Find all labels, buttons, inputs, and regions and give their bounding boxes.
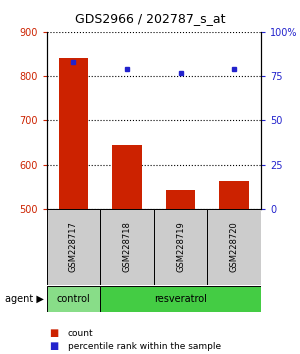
Text: agent ▶: agent ▶	[4, 294, 44, 304]
Bar	[58, 58, 88, 209]
Bar	[166, 190, 195, 209]
Bar	[46, 286, 100, 312]
Bar	[219, 181, 249, 209]
Text: resveratrol: resveratrol	[154, 294, 207, 304]
Text: GDS2966 / 202787_s_at: GDS2966 / 202787_s_at	[75, 12, 225, 25]
Bar	[46, 209, 100, 285]
Bar	[207, 209, 261, 285]
Bar	[100, 286, 261, 312]
Text: GSM228718: GSM228718	[122, 222, 131, 272]
Bar	[100, 209, 154, 285]
Text: GSM228717: GSM228717	[69, 222, 78, 272]
Bar	[112, 145, 142, 209]
Text: ■: ■	[50, 329, 59, 338]
Bar	[154, 209, 207, 285]
Text: percentile rank within the sample: percentile rank within the sample	[68, 342, 220, 351]
Text: control: control	[56, 294, 90, 304]
Text: count: count	[68, 329, 93, 338]
Text: GSM228719: GSM228719	[176, 222, 185, 272]
Text: ■: ■	[50, 341, 59, 351]
Text: GSM228720: GSM228720	[230, 222, 239, 272]
